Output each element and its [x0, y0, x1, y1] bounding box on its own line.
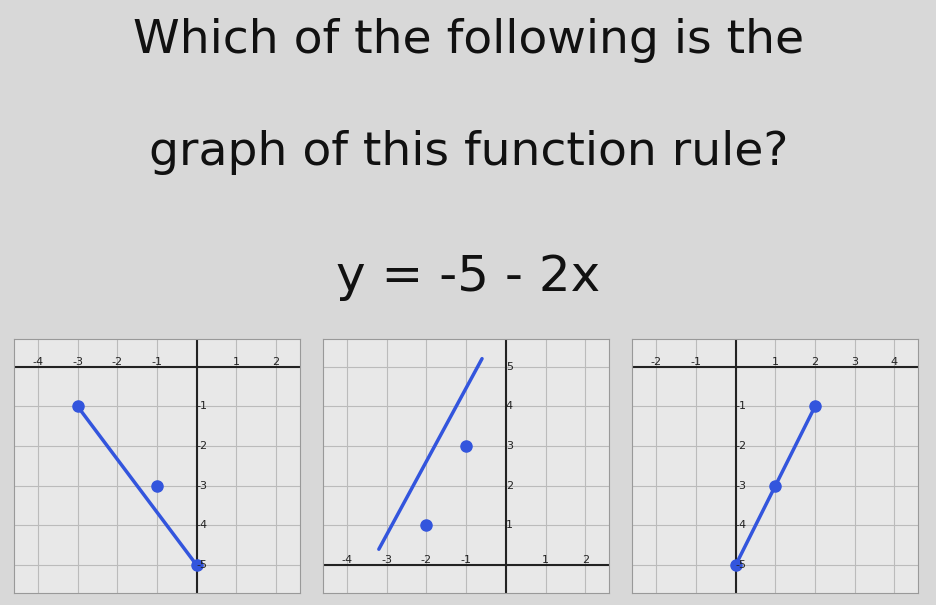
Text: 3: 3 [505, 441, 512, 451]
Text: 2: 2 [811, 356, 818, 367]
Text: graph of this function rule?: graph of this function rule? [149, 130, 787, 175]
Text: 2: 2 [505, 481, 512, 491]
Text: -2: -2 [735, 441, 746, 451]
Text: -1: -1 [735, 401, 746, 411]
Text: -2: -2 [650, 356, 661, 367]
Text: -4: -4 [341, 555, 352, 565]
Text: -1: -1 [197, 401, 208, 411]
Text: -2: -2 [197, 441, 208, 451]
Text: -3: -3 [72, 356, 83, 367]
Text: 1: 1 [505, 520, 512, 531]
Text: 4: 4 [890, 356, 897, 367]
Text: 5: 5 [505, 362, 512, 371]
Text: -1: -1 [461, 555, 471, 565]
Text: -1: -1 [152, 356, 162, 367]
Text: 3: 3 [850, 356, 857, 367]
Text: -4: -4 [32, 356, 43, 367]
Text: -3: -3 [381, 555, 392, 565]
Text: 1: 1 [232, 356, 240, 367]
Text: -1: -1 [690, 356, 701, 367]
Text: y = -5 - 2x: y = -5 - 2x [336, 253, 600, 301]
Text: -2: -2 [420, 555, 431, 565]
Text: 4: 4 [505, 401, 512, 411]
Text: 2: 2 [272, 356, 279, 367]
Text: -4: -4 [197, 520, 208, 531]
Text: -2: -2 [111, 356, 123, 367]
Text: -4: -4 [735, 520, 746, 531]
Text: -3: -3 [197, 481, 208, 491]
Text: -3: -3 [735, 481, 746, 491]
Text: Which of the following is the: Which of the following is the [133, 18, 803, 62]
Text: 1: 1 [771, 356, 778, 367]
Text: -5: -5 [197, 560, 208, 570]
Text: 1: 1 [541, 555, 548, 565]
Text: -5: -5 [735, 560, 746, 570]
Text: 2: 2 [581, 555, 588, 565]
